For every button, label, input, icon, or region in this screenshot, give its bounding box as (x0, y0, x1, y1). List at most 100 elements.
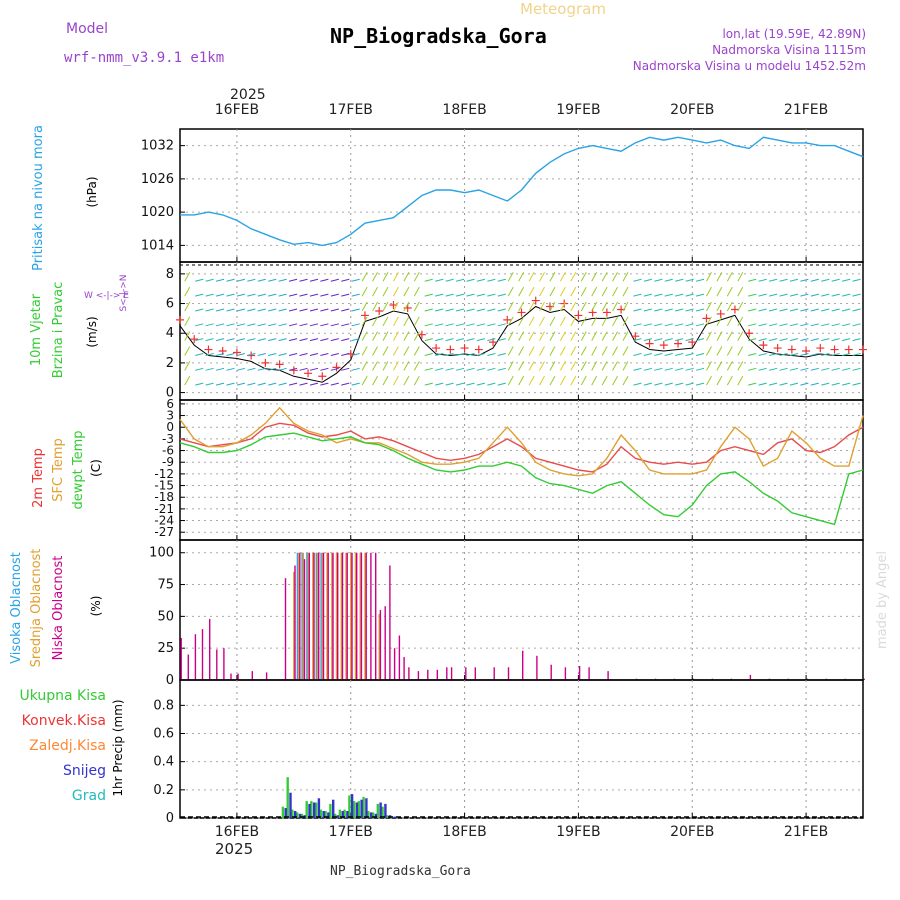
wind-arrow (361, 331, 368, 341)
bar (345, 552, 347, 680)
bar (343, 809, 346, 818)
wind-arrow (341, 367, 350, 371)
wind-arrow (695, 338, 705, 342)
bar (230, 673, 232, 680)
wind-arrow (372, 301, 379, 312)
wind-arrow (779, 308, 788, 312)
wind-arrow (654, 323, 663, 327)
wind-arrow (382, 375, 389, 386)
wind-arrow (675, 293, 684, 297)
wind-arrow (580, 375, 587, 386)
wind-arrow (382, 301, 389, 312)
wind-arrow (810, 338, 819, 342)
bar (357, 801, 360, 818)
wind-arrow (309, 382, 319, 386)
wind-arrow (330, 367, 339, 371)
wind-arrow (247, 382, 256, 386)
wind-arrow (518, 301, 525, 312)
bar (327, 812, 330, 818)
bottom-day-label: 17FEB (329, 824, 373, 840)
wind-arrow (601, 272, 608, 282)
wind-arrow (539, 361, 545, 371)
bar (356, 552, 358, 680)
wind-arrow (831, 293, 840, 297)
wind-arrow (559, 316, 566, 327)
y-tick-label: -9 (162, 455, 174, 469)
wind-arrow (205, 323, 214, 327)
wind-arrow (654, 367, 663, 371)
wind-arrow (737, 375, 744, 386)
wind-arrow (309, 352, 319, 356)
precip-legend-entry: Ukupna Kisa (19, 688, 106, 704)
y-tick-label: 1014 (141, 238, 174, 253)
wind-arrow (685, 338, 694, 342)
wind-arrow (675, 308, 684, 312)
wind-arrow (226, 293, 235, 297)
wind-arrow (591, 316, 598, 327)
gust-marker (360, 311, 369, 320)
wind-arrow (236, 293, 246, 297)
wind-arrow (685, 367, 694, 371)
bar (578, 666, 581, 680)
wind-arrow (403, 331, 410, 341)
wind-arrow (361, 286, 368, 297)
wind-arrow (528, 272, 535, 282)
bar (300, 813, 304, 818)
wind-arrow (779, 293, 788, 297)
gust-marker (773, 344, 782, 353)
bar (384, 803, 387, 818)
y-tick-label: -27 (154, 525, 174, 539)
wind-arrow (393, 316, 399, 327)
wind-arrow (633, 382, 642, 386)
wind-arrow (507, 331, 514, 341)
wind-arrow (487, 278, 496, 282)
wind-arrow (435, 323, 444, 327)
series-line (179, 422, 864, 473)
wind-arrow (184, 346, 191, 356)
wind-arrow (299, 278, 308, 282)
bar (308, 803, 311, 818)
wind-arrow (184, 361, 191, 371)
gust-marker (389, 301, 398, 310)
wind-arrow (633, 352, 642, 356)
wind-arrow (821, 338, 830, 342)
y-tick-label: 0 (166, 386, 174, 401)
gust-marker (674, 339, 683, 348)
wind-arrow (779, 352, 788, 356)
bar (379, 802, 382, 818)
wind-arrow (236, 382, 246, 386)
top-day-label: 18FEB (442, 102, 486, 118)
wind-arrow (320, 352, 329, 356)
cloud-label-1: Visoka Oblacnost (9, 552, 24, 664)
bar (317, 798, 321, 818)
wind-arrow (518, 375, 525, 386)
wind-arrow (236, 323, 246, 327)
wind-arrow (768, 323, 778, 327)
wind-arrow (288, 382, 298, 386)
wind-arrow (226, 278, 235, 282)
wind-arrow (748, 323, 757, 327)
y-tick-label: -18 (154, 490, 174, 504)
wind-arrow (320, 382, 329, 386)
wind-arrow (810, 323, 819, 327)
wind-arrow (570, 316, 577, 327)
gust-marker (859, 345, 867, 354)
wind-arrow (435, 367, 444, 371)
wind-arrow (351, 323, 360, 327)
wind-arrow (570, 272, 577, 282)
bar (350, 794, 354, 818)
wind-arrow (351, 278, 360, 282)
wind-arrow (226, 352, 235, 356)
top-day-label: 20FEB (670, 102, 714, 118)
wind-arrow (299, 352, 308, 356)
model-elevation: Nadmorska Visina u modelu 1452.52m (633, 59, 866, 73)
wind-arrow (507, 375, 514, 386)
wind-arrow (518, 331, 525, 341)
wind-arrow (288, 308, 298, 312)
bar (303, 559, 306, 680)
wind-arrow (706, 286, 712, 297)
wind-arrow (664, 293, 673, 297)
precip-legend-entry: Grad (72, 788, 106, 804)
wind-arrow (257, 352, 266, 356)
wind-arrow (779, 382, 788, 386)
